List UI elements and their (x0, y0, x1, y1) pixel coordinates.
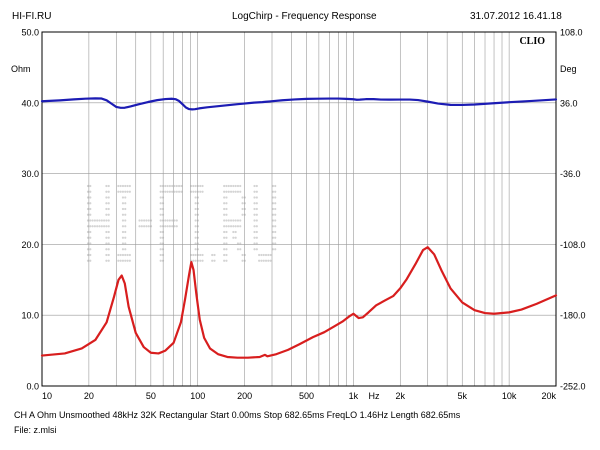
x-axis-tick-label: 50 (146, 391, 156, 401)
phase-curve (40, 97, 558, 111)
right-axis-tick-label: -108.0 (560, 240, 586, 250)
x-axis-tick-label: 10k (502, 391, 517, 401)
left-axis-tick-label: 20.0 (21, 240, 39, 250)
x-axis-tick-label: 20k (541, 391, 556, 401)
x-axis-tick-label: 100 (190, 391, 205, 401)
x-axis-tick-label: 2k (396, 391, 406, 401)
left-axis-tick-label: 30.0 (21, 169, 39, 179)
left-axis-tick-label: 40.0 (21, 98, 39, 108)
measurement-datetime: 31.07.2012 16.41.18 (470, 11, 562, 22)
plot-frame (41, 31, 557, 387)
right-axis-tick-label: -180.0 (560, 311, 586, 321)
site-name: HI-FI.RU (12, 11, 52, 22)
x-axis-unit: Hz (369, 391, 380, 401)
right-axis-tick-label: 108.0 (560, 28, 583, 38)
right-axis-tick-label: -252.0 (560, 382, 586, 392)
right-axis-tick-label: 36.0 (560, 98, 578, 108)
x-axis-tick-label: 20 (84, 391, 94, 401)
file-name: File: z.mlsi (14, 425, 57, 435)
watermark-logo (86, 184, 277, 262)
chart-title: LogChirp - Frequency Response (232, 11, 377, 22)
x-axis-tick-label: 5k (457, 391, 467, 401)
left-axis-unit: Ohm (11, 64, 31, 74)
x-axis-tick-label: 500 (299, 391, 314, 401)
impedance-curve (40, 246, 558, 359)
left-axis-tick-label: 10.0 (21, 311, 39, 321)
grid (42, 32, 556, 386)
x-axis-tick-label: 1k (349, 391, 359, 401)
x-axis-tick-label: 200 (237, 391, 252, 401)
measurement-settings: CH A Ohm Unsmoothed 48kHz 32K Rectangula… (14, 410, 461, 420)
clio-logo: CLIO (519, 36, 545, 47)
right-axis-tick-label: -36.0 (560, 169, 581, 179)
left-axis-tick-label: 50.0 (21, 28, 39, 38)
left-axis-tick-label: 0.0 (26, 382, 39, 392)
x-axis-tick-label: 10 (42, 391, 52, 401)
right-axis-unit: Deg (560, 64, 577, 74)
